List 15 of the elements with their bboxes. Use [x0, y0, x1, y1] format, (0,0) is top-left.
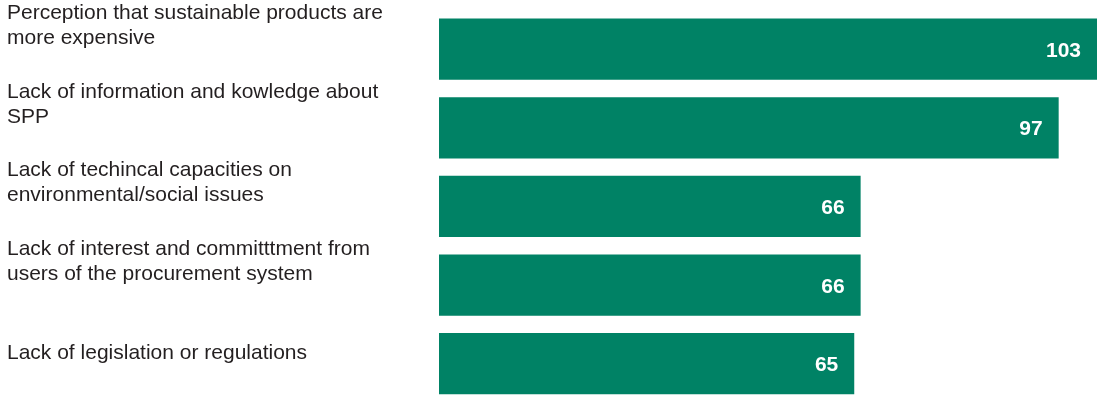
data-label: 103: [1045, 37, 1081, 61]
data-label: 66: [821, 273, 845, 297]
bar: [439, 333, 855, 395]
bar: [439, 18, 1097, 80]
bar: [439, 97, 1059, 159]
data-label: 66: [821, 194, 845, 218]
bar: [439, 254, 861, 316]
y-tick-label: Lack of interest and committtment from users of the procurement system: [7, 236, 376, 285]
y-tick-label: Lack of techincal capacities on environmental/social issues: [7, 157, 298, 206]
y-tick-label: Lack of information and kowledge about SPP: [7, 78, 385, 127]
bar: [439, 175, 861, 238]
data-label: 65: [814, 352, 839, 376]
y-tick-label: Lack of legislation or regulations: [7, 339, 308, 363]
data-label: 97: [1019, 116, 1043, 140]
y-tick-label: Perception that sustainable products are more expensive: [7, 0, 389, 49]
